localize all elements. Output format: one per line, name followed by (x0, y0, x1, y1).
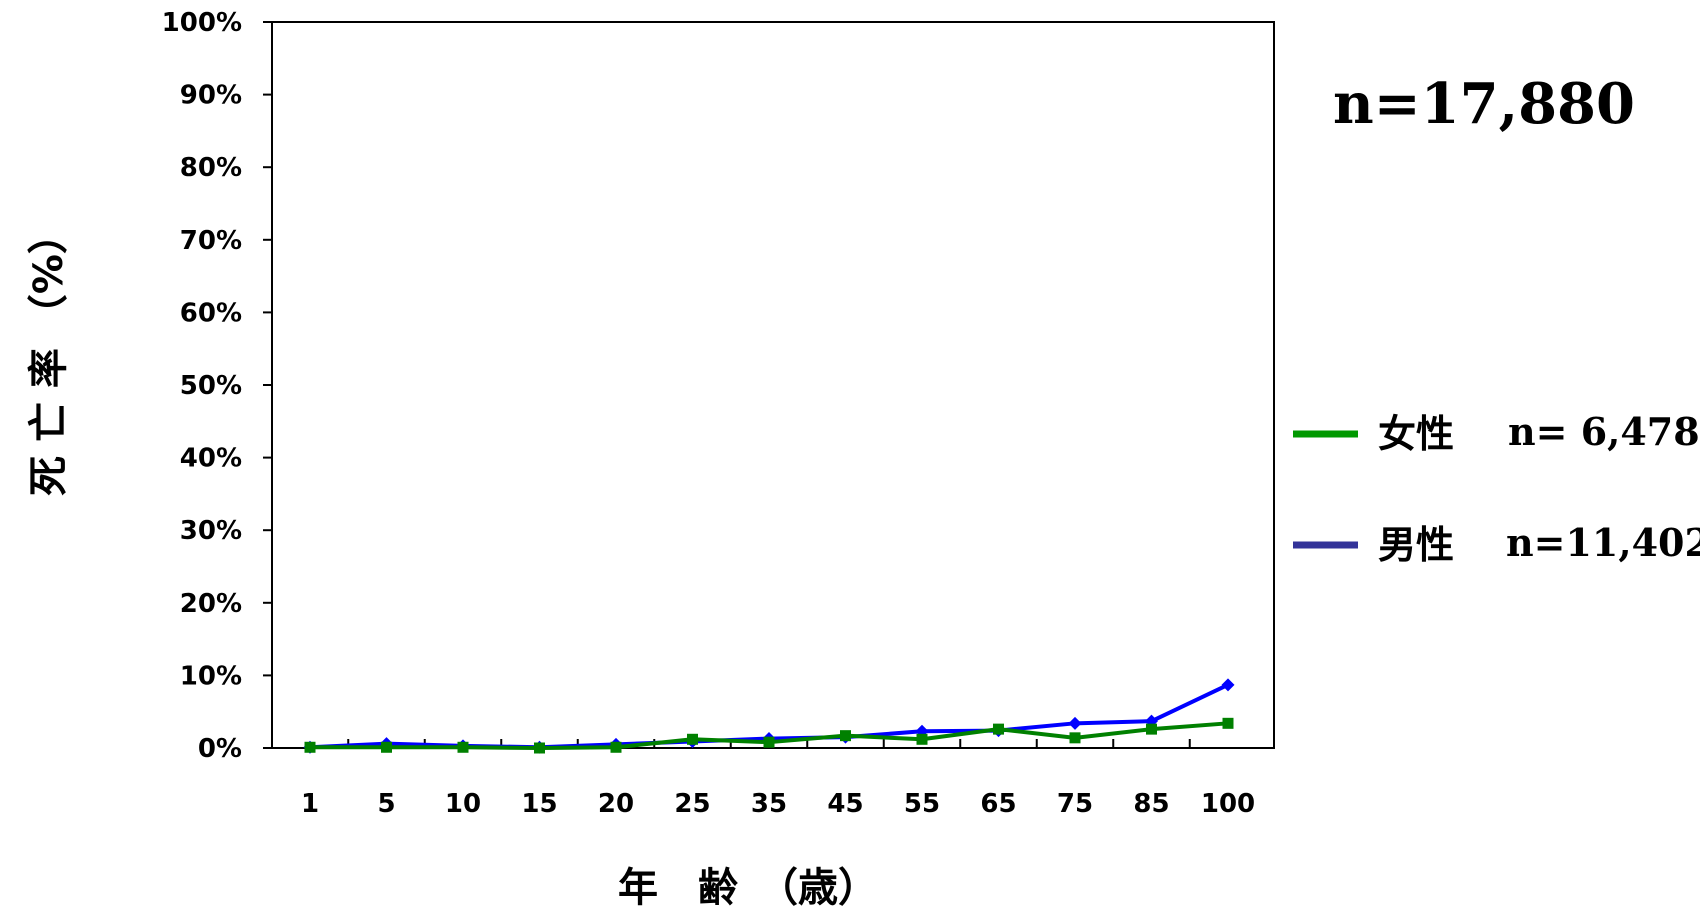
x-tick-label: 15 (521, 789, 557, 819)
y-tick-label: 80% (180, 153, 242, 183)
legend-n-male: n=11,402 (1506, 520, 1700, 565)
y-tick-label: 10% (180, 661, 242, 691)
data-point-1 (1146, 723, 1157, 735)
data-point-1 (610, 741, 622, 753)
legend-label-female: 女性 (1378, 412, 1454, 456)
y-tick-label: 60% (180, 298, 242, 328)
y-axis-title: 死 亡 率 （%） (26, 214, 72, 496)
x-tick-label: 75 (1057, 789, 1093, 819)
legend-n-female: n= 6,478 (1508, 409, 1700, 454)
data-point-1 (840, 730, 851, 742)
y-tick-label: 70% (180, 226, 242, 256)
data-point-1 (1222, 717, 1234, 729)
x-tick-label: 55 (904, 789, 940, 819)
y-tick-label: 0% (198, 734, 242, 764)
data-point-0 (1068, 716, 1082, 730)
x-tick-label: 5 (377, 789, 395, 819)
x-axis-title: 年 齢 （歳） (618, 865, 878, 911)
data-point-1 (457, 741, 469, 753)
x-tick-label: 20 (598, 789, 634, 819)
y-axis-ticks: 0% 10% 20% 30% 40% 50% 60% 70% 80% 90% 100% (162, 8, 272, 764)
data-point-1 (1069, 732, 1081, 744)
data-point-1 (687, 733, 698, 745)
plot-area (271, 21, 1275, 749)
total-n-label: n=17,880 (1333, 71, 1635, 137)
x-tick-label: 45 (827, 789, 863, 819)
data-point-0 (1221, 678, 1235, 692)
x-tick-label: 25 (674, 789, 710, 819)
y-tick-label: 30% (180, 516, 242, 546)
x-tick-label: 1 (301, 789, 319, 819)
y-tick-label: 50% (180, 371, 242, 401)
y-tick-label: 20% (180, 589, 242, 619)
legend: 女性 n= 6,478 男性 n=11,402 (1293, 409, 1700, 567)
x-tick-label: 10 (445, 789, 481, 819)
x-tick-label: 65 (980, 789, 1016, 819)
x-axis-ticks: 1 5 10 15 20 25 35 45 55 65 75 85 100 (301, 739, 1255, 819)
data-point-1 (534, 742, 545, 754)
legend-label-male: 男性 (1378, 523, 1454, 567)
data-point-1 (993, 723, 1004, 735)
data-point-1 (763, 736, 775, 748)
x-tick-label: 35 (751, 789, 787, 819)
series-layer (303, 678, 1235, 754)
y-tick-label: 40% (180, 444, 242, 474)
data-point-1 (916, 733, 928, 745)
y-tick-label: 90% (180, 81, 242, 111)
data-point-1 (381, 741, 392, 753)
y-tick-label: 100% (162, 8, 242, 38)
data-point-1 (304, 741, 316, 753)
x-tick-label: 85 (1133, 789, 1169, 819)
x-tick-label: 100 (1201, 789, 1255, 819)
